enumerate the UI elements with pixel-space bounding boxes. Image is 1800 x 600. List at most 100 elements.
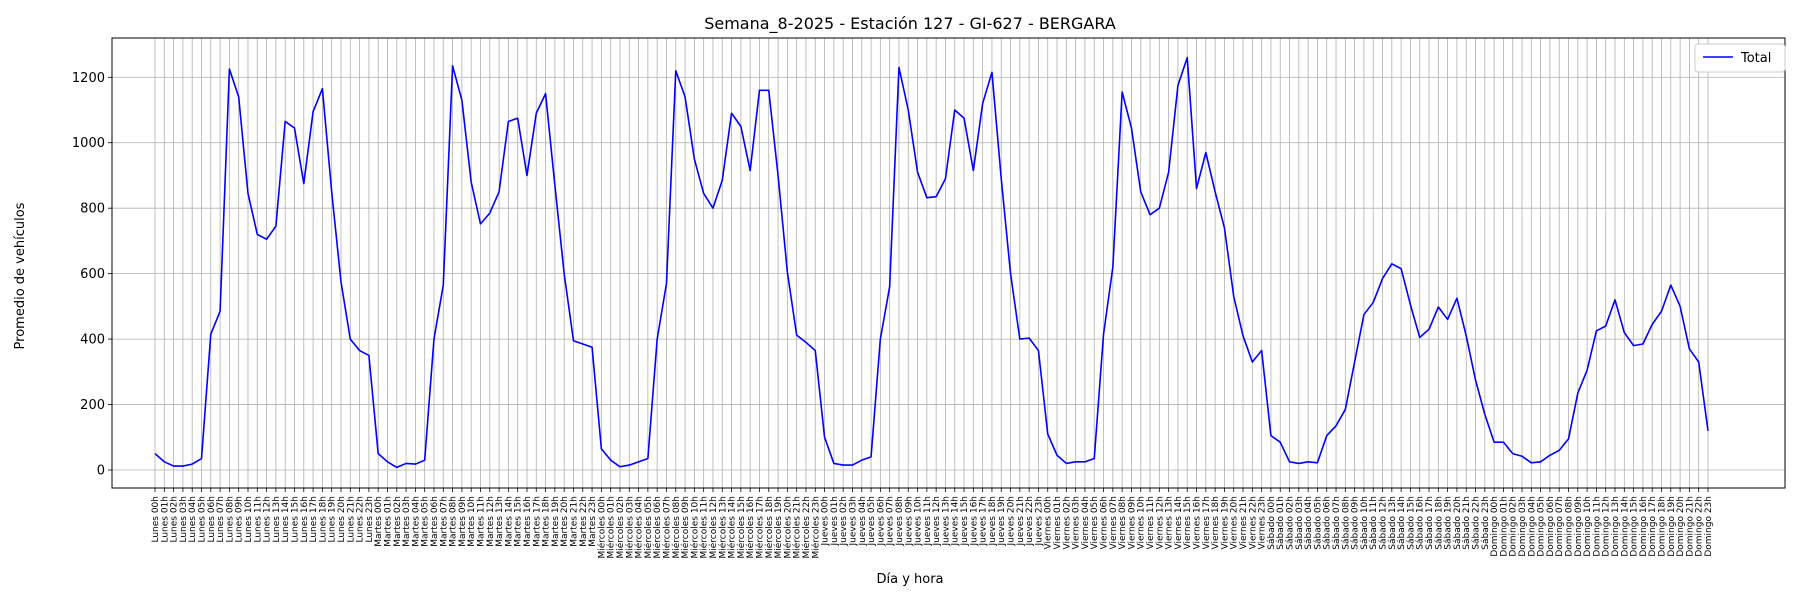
x-tick-label: Sábado 05h xyxy=(1313,496,1323,550)
x-tick-label: Miércoles 15h xyxy=(736,496,747,559)
x-tick-label: Jueves 00h xyxy=(821,496,831,546)
x-tick-label: Viernes 01h xyxy=(1053,496,1063,550)
x-tick-label: Miércoles 00h xyxy=(596,496,607,559)
x-tick-label: Domingo 20h xyxy=(1676,496,1686,557)
x-tick-label: Jueves 18h xyxy=(988,496,998,546)
x-tick-label: Martes 07h xyxy=(439,496,449,547)
x-tick-label: Martes 06h xyxy=(430,496,440,547)
x-tick-label: Sábado 15h xyxy=(1406,496,1416,550)
x-tick-label: Sábado 02h xyxy=(1286,496,1296,550)
x-tick-label: Lunes 04h xyxy=(188,496,198,543)
x-tick-label: Jueves 21h xyxy=(1016,496,1026,546)
x-tick-label: Domingo 13h xyxy=(1611,496,1621,557)
x-tick-label: Miércoles 22h xyxy=(801,496,812,559)
x-tick-label: Martes 05h xyxy=(421,496,431,547)
x-tick-label: Domingo 16h xyxy=(1639,496,1649,557)
x-tick-label: Miércoles 01h xyxy=(606,496,617,559)
x-tick-label: Lunes 11h xyxy=(253,496,263,543)
x-tick-label: Martes 19h xyxy=(551,496,561,547)
x-tick-label: Domingo 15h xyxy=(1630,496,1640,557)
x-tick-label: Sábado 09h xyxy=(1351,496,1361,550)
y-tick-label: 0 xyxy=(97,464,105,479)
series-line-total xyxy=(154,56,1709,469)
x-tick-label: Sábado 07h xyxy=(1332,496,1342,550)
x-tick-label: Lunes 02h xyxy=(170,496,180,543)
x-tick-label: Domingo 01h xyxy=(1499,496,1509,557)
x-tick-label: Jueves 06h xyxy=(876,496,886,546)
x-tick-label: Viernes 07h xyxy=(1109,496,1119,550)
x-tick-label: Domingo 00h xyxy=(1490,496,1500,557)
x-tick-label: Viernes 19h xyxy=(1220,496,1230,550)
x-tick-label: Miércoles 23h xyxy=(810,496,821,559)
x-tick-label: Lunes 06h xyxy=(207,496,217,543)
x-tick-label: Martes 08h xyxy=(449,496,459,547)
x-tick-label: Sábado 10h xyxy=(1360,496,1370,550)
x-tick-label: Domingo 05h xyxy=(1537,496,1547,557)
x-tick-label: Jueves 13h xyxy=(941,496,951,546)
x-tick-label: Domingo 10h xyxy=(1583,496,1593,557)
x-tick-label: Lunes 08h xyxy=(225,496,235,543)
x-tick-label: Miércoles 03h xyxy=(624,496,635,559)
x-tick-label: Sábado 18h xyxy=(1434,496,1444,550)
x-tick-label: Sábado 00h xyxy=(1267,496,1277,550)
x-tick-label: Sábado 13h xyxy=(1388,496,1398,550)
x-tick-label: Sábado 04h xyxy=(1304,496,1314,550)
x-tick-label: Miércoles 16h xyxy=(745,496,756,559)
x-tick-label: Viernes 21h xyxy=(1239,496,1249,550)
x-tick-label: Martes 16h xyxy=(523,496,533,547)
x-tick-label: Domingo 09h xyxy=(1574,496,1584,557)
x-tick-label: Jueves 14h xyxy=(951,496,961,546)
y-tick-label: 400 xyxy=(80,333,105,348)
x-tick-label: Jueves 04h xyxy=(858,496,868,546)
x-tick-label: Jueves 19h xyxy=(997,496,1007,546)
x-tick-label: Jueves 23h xyxy=(1034,496,1044,546)
x-tick-label: Viernes 15h xyxy=(1183,496,1193,550)
x-tick-label: Martes 10h xyxy=(467,496,477,547)
x-tick-label: Miércoles 20h xyxy=(782,496,793,559)
x-tick-label: Miércoles 12h xyxy=(708,496,719,559)
x-tick-label: Viernes 00h xyxy=(1044,496,1054,550)
x-axis-label: Día y hora xyxy=(876,572,943,587)
x-tick-label: Viernes 16h xyxy=(1193,496,1203,550)
x-tick-label: Martes 12h xyxy=(486,496,496,547)
x-tick-label: Lunes 22h xyxy=(356,496,366,543)
x-tick-label: Miércoles 10h xyxy=(689,496,700,559)
x-tick-label: Jueves 03h xyxy=(848,496,858,546)
y-axis: 0 200 400 600 800 1000 1200 xyxy=(72,71,112,479)
x-tick-label: Domingo 04h xyxy=(1527,496,1537,557)
x-tick-label: Martes 15h xyxy=(514,496,524,547)
x-tick-label: Viernes 13h xyxy=(1165,496,1175,550)
x-tick-label: Lunes 01h xyxy=(160,496,170,543)
x-tick-label: Lunes 00h xyxy=(151,496,161,543)
x-tick-label: Jueves 17h xyxy=(979,496,989,546)
x-axis: Lunes 00h Lunes 01h Lunes 02h Lunes 03h Lune… xyxy=(151,488,1714,559)
x-tick-label: Martes 23h xyxy=(588,496,598,547)
x-tick-label: Sábado 08h xyxy=(1341,496,1351,550)
x-tick-label: Lunes 21h xyxy=(346,496,356,543)
x-tick-label: Viernes 06h xyxy=(1100,496,1110,550)
x-tick-label: Sábado 20h xyxy=(1453,496,1463,550)
x-tick-label: Miércoles 13h xyxy=(717,496,728,559)
x-tick-label: Jueves 01h xyxy=(830,496,840,546)
x-tick-label: Viernes 08h xyxy=(1118,496,1128,550)
x-tick-label: Jueves 16h xyxy=(969,496,979,546)
x-tick-label: Domingo 02h xyxy=(1509,496,1519,557)
x-tick-label: Viernes 10h xyxy=(1137,496,1147,550)
legend: Total xyxy=(1694,43,1786,73)
x-tick-label: Viernes 20h xyxy=(1230,496,1240,550)
x-tick-label: Martes 02h xyxy=(393,496,403,547)
x-tick-label: Miércoles 17h xyxy=(754,496,765,559)
x-tick-label: Viernes 18h xyxy=(1211,496,1221,550)
x-tick-label: Jueves 22h xyxy=(1025,496,1035,546)
x-tick-label: Lunes 18h xyxy=(318,496,328,543)
y-tick-label: 600 xyxy=(80,267,105,282)
x-tick-label: Domingo 03h xyxy=(1518,496,1528,557)
x-tick-label: Viernes 09h xyxy=(1127,496,1137,550)
x-tick-label: Lunes 14h xyxy=(281,496,291,543)
x-tick-label: Lunes 20h xyxy=(337,496,347,543)
x-tick-label: Martes 00h xyxy=(374,496,384,547)
x-tick-label: Viernes 03h xyxy=(1072,496,1082,550)
x-tick-label: Martes 09h xyxy=(458,496,468,547)
